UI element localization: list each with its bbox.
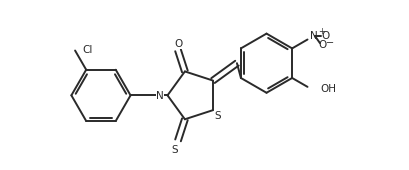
- Text: O: O: [174, 39, 182, 49]
- Text: Cl: Cl: [83, 45, 93, 55]
- Text: +: +: [318, 27, 325, 36]
- Text: O: O: [322, 31, 330, 41]
- Text: S: S: [172, 145, 178, 155]
- Text: OH: OH: [320, 84, 336, 94]
- Text: N: N: [156, 91, 164, 101]
- Text: N: N: [310, 31, 318, 41]
- Text: O: O: [319, 40, 327, 50]
- Text: S: S: [214, 112, 221, 121]
- Text: −: −: [326, 38, 334, 48]
